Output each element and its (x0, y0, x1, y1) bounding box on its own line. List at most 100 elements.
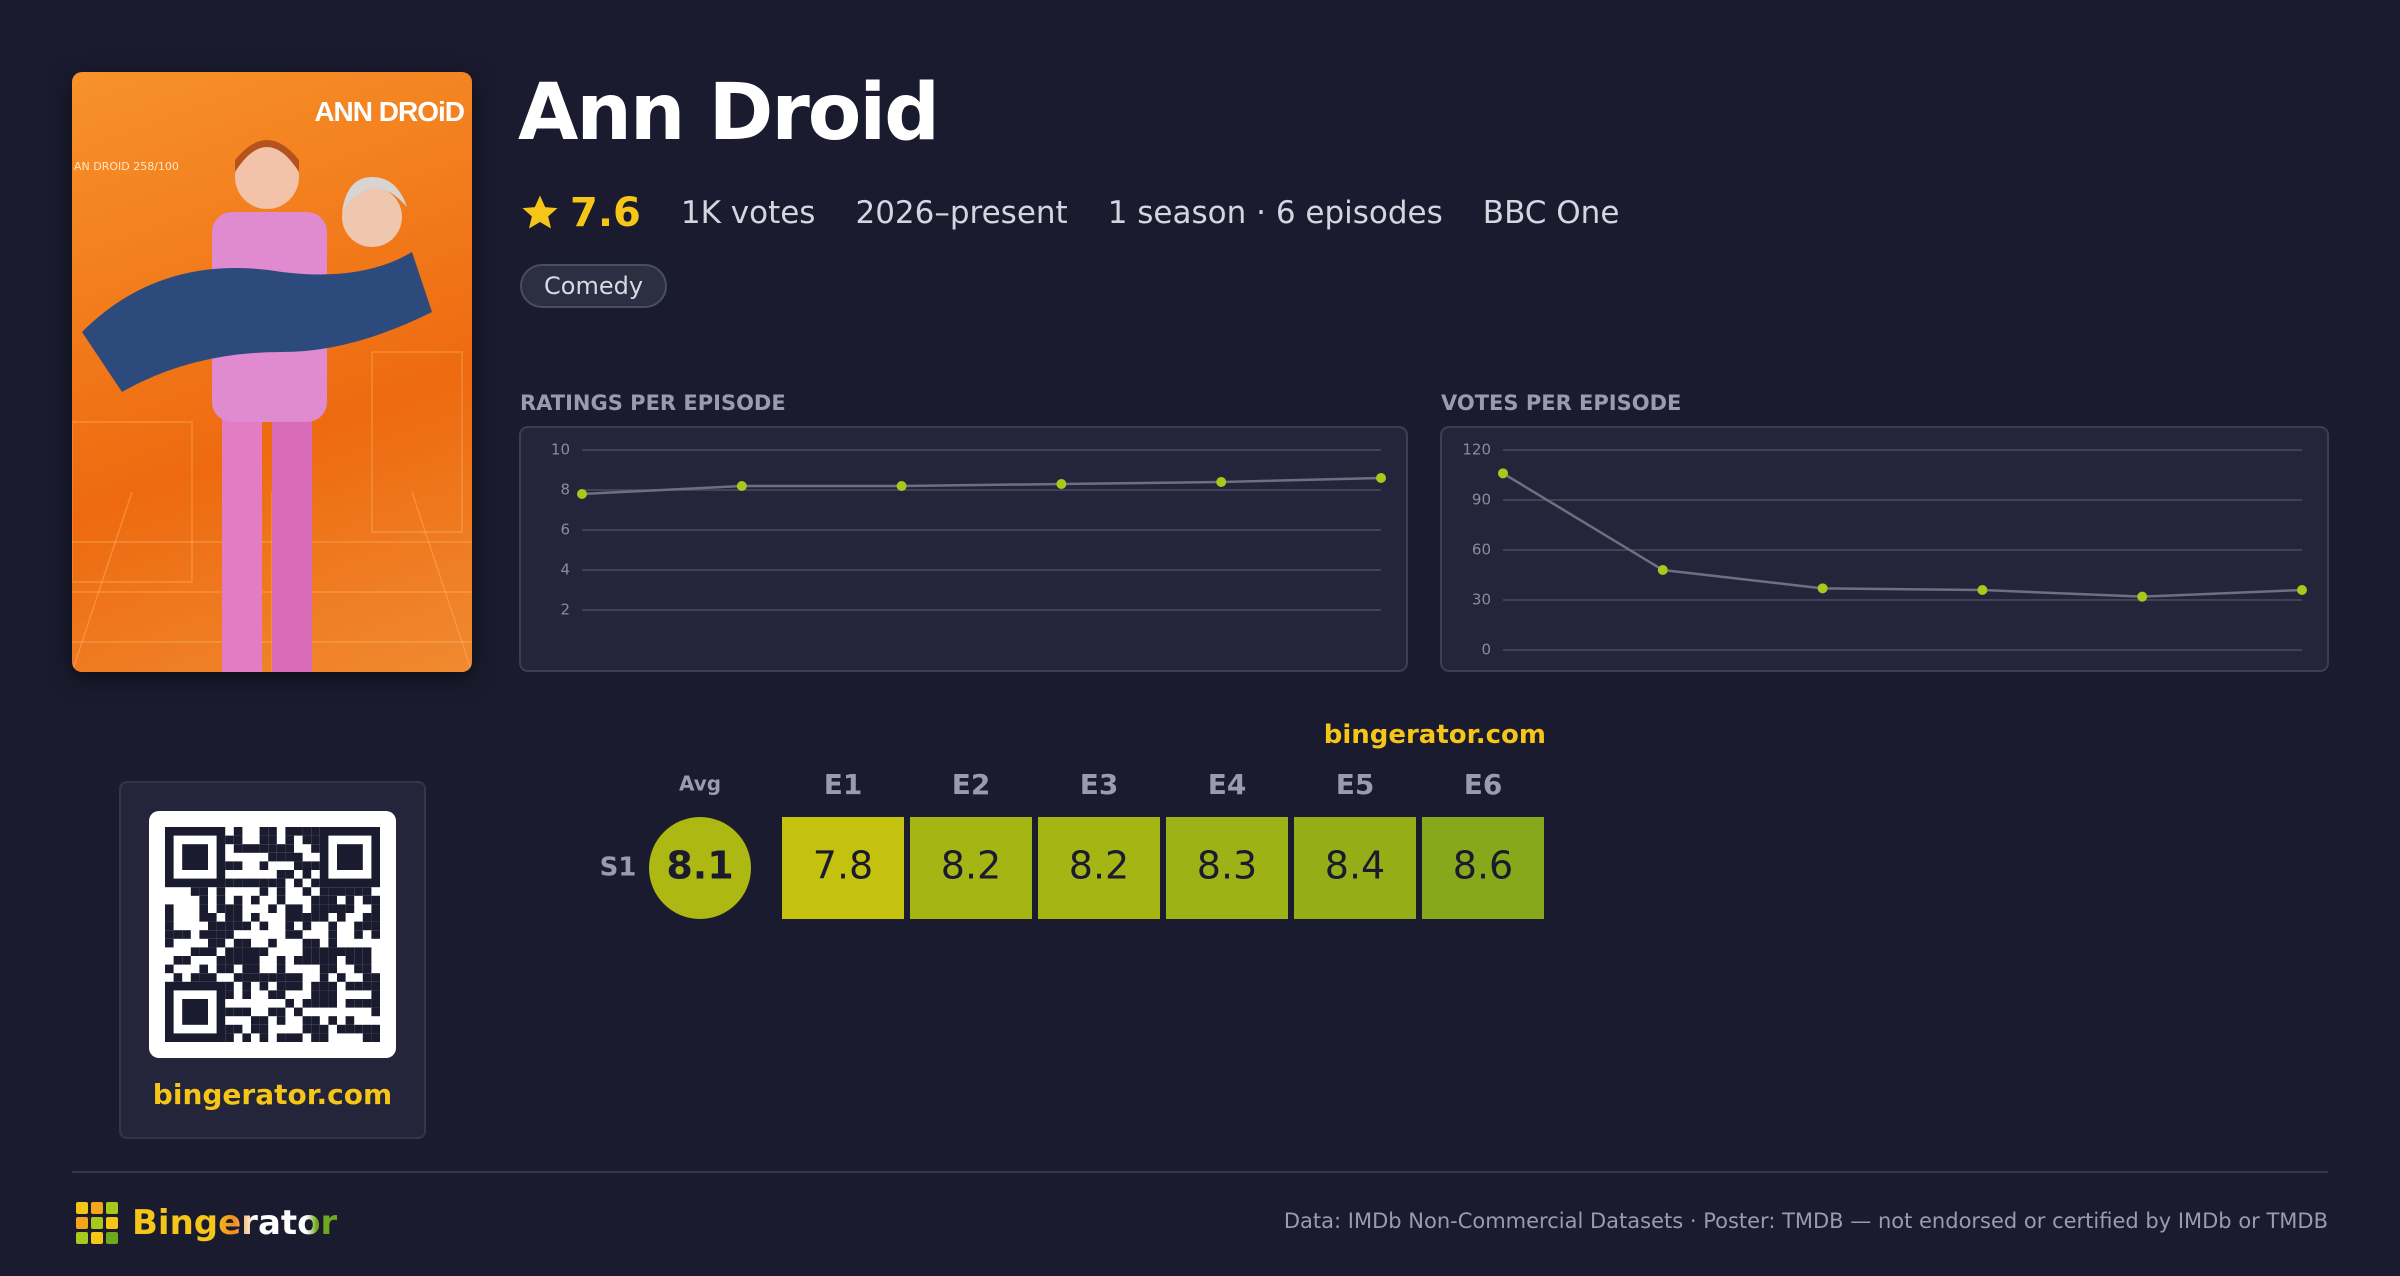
avg-value: 8.1 (666, 844, 733, 888)
qr-module (199, 913, 208, 922)
qr-module (328, 887, 337, 896)
qr-module (208, 947, 217, 956)
poster: ANN DROiD AN DROID 258/100 (72, 72, 472, 672)
qr-module (354, 964, 363, 974)
qr-module (259, 878, 269, 888)
poster-caption: AN DROID 258/100 (74, 160, 179, 173)
qr-module (294, 930, 303, 939)
qr-module (302, 938, 312, 948)
point (896, 481, 907, 491)
footer-logo[interactable]: Bingerator (76, 1202, 337, 1244)
y-tick-label: 60 (1472, 541, 1491, 559)
qr-module (242, 956, 251, 965)
qr-code[interactable] (149, 811, 396, 1058)
qr-module (216, 895, 226, 905)
episode-header: E2 (952, 768, 991, 801)
qr-module (216, 887, 226, 896)
qr-module (225, 1033, 234, 1042)
qr-module (216, 904, 226, 913)
qr-module (233, 878, 243, 888)
qr-module (328, 904, 337, 913)
qr-module (311, 835, 320, 845)
qr-module (242, 973, 251, 982)
qr-module (216, 930, 226, 939)
qr-module (225, 1007, 234, 1017)
qr-module (302, 921, 312, 931)
qr-module (319, 895, 329, 905)
qr-module (199, 973, 208, 982)
qr-module (276, 964, 286, 974)
qr-module (285, 844, 294, 853)
qr-module (354, 947, 363, 956)
qr-module (208, 973, 217, 982)
qr-module (285, 827, 294, 836)
qr-module (259, 981, 269, 991)
point (1817, 583, 1828, 594)
y-tick-label: 10 (551, 441, 570, 459)
qr-module (328, 921, 337, 931)
qr-module (354, 921, 363, 931)
qr-module (208, 938, 217, 948)
qr-finder-core (182, 844, 208, 870)
qr-module (311, 1033, 320, 1042)
chart-frame (1440, 426, 2329, 672)
rating-value: 7.6 (570, 190, 641, 236)
episode-header: E5 (1336, 768, 1375, 801)
qr-module (190, 973, 200, 982)
qr-module (225, 878, 234, 888)
qr-finder-core (337, 844, 363, 870)
qr-module (319, 1033, 329, 1042)
qr-module (328, 930, 337, 939)
qr-module (251, 895, 260, 905)
y-tick-label: 2 (560, 601, 570, 619)
qr-module (285, 904, 294, 913)
qr-module (233, 956, 243, 965)
qr-module (362, 887, 372, 896)
qr-module (233, 973, 243, 982)
qr-module (216, 938, 226, 948)
qr-module (371, 973, 380, 982)
season-label: S1 (600, 853, 637, 883)
qr-module (173, 956, 183, 965)
qr-module (199, 930, 208, 939)
qr-module (285, 921, 294, 931)
qr-module (319, 990, 329, 999)
qr-module (225, 930, 234, 939)
qr-module (259, 887, 269, 896)
qr-module (276, 844, 286, 853)
qr-module (362, 999, 372, 1008)
qr-finder (319, 826, 381, 888)
episode-header: E1 (824, 768, 863, 801)
qr-module (311, 878, 320, 888)
show-title: Ann Droid (518, 68, 940, 158)
qr-module (302, 999, 312, 1008)
qr-module (242, 1007, 251, 1017)
qr-module (268, 878, 277, 888)
qr-module (165, 921, 174, 931)
qr-module (362, 947, 372, 956)
qr-module (354, 930, 363, 939)
qr-module (242, 964, 251, 974)
qr-module (165, 904, 174, 913)
brand-name: Bingerator (132, 1203, 338, 1243)
qr-module (165, 913, 174, 922)
qr-module (225, 981, 234, 991)
genre-pill[interactable]: Comedy (520, 264, 668, 308)
qr-module (319, 947, 329, 956)
qr-module (225, 1024, 234, 1034)
qr-module (302, 1024, 312, 1034)
avg-header: Avg (679, 772, 721, 796)
qr-module (302, 947, 312, 956)
qr-module (276, 981, 286, 991)
qr-module (294, 852, 303, 862)
rating-cell (782, 817, 904, 919)
qr-module (354, 981, 363, 991)
qr-module (285, 981, 294, 991)
qr-module (199, 887, 208, 896)
qr-module (268, 844, 277, 853)
years: 2026–present (855, 195, 1068, 231)
qr-module (311, 904, 320, 913)
y-tick-label: 120 (1462, 441, 1491, 459)
qr-module (268, 990, 277, 999)
